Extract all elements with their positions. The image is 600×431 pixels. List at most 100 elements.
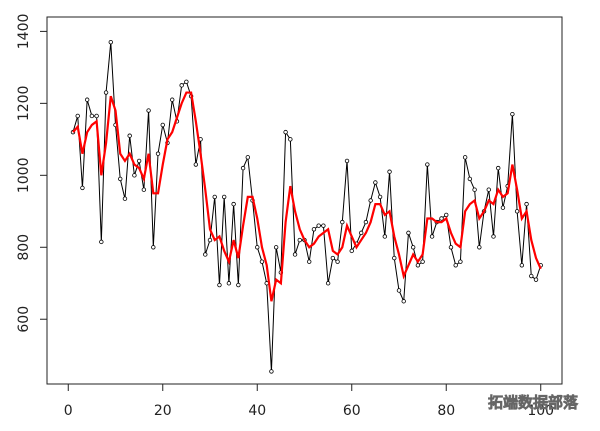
data-point	[255, 245, 260, 250]
data-point	[155, 151, 161, 156]
data-point	[340, 219, 345, 225]
y-tick-label: 1400	[16, 14, 32, 50]
data-point	[273, 245, 279, 250]
data-point	[514, 209, 520, 214]
data-point	[519, 263, 525, 268]
data-point	[259, 259, 265, 264]
data-point	[439, 216, 444, 221]
data-point	[217, 282, 222, 288]
series-line	[72, 42, 542, 372]
data-point	[297, 237, 302, 243]
data-point	[325, 281, 331, 286]
data-point	[335, 259, 340, 264]
data-point	[330, 255, 336, 261]
data-point	[151, 245, 156, 250]
data-point	[203, 252, 208, 257]
plot-frame	[46, 16, 563, 385]
data-point	[240, 165, 246, 171]
data-point	[392, 255, 397, 261]
x-tick-label: 100	[527, 403, 554, 419]
data-point	[118, 176, 123, 182]
data-point	[491, 234, 496, 239]
data-point	[307, 259, 312, 264]
data-point	[467, 176, 473, 182]
data-point	[269, 369, 274, 374]
x-tick-label: 80	[437, 403, 455, 419]
data-point	[103, 90, 109, 95]
data-point	[358, 230, 364, 236]
series-line	[72, 91, 542, 302]
data-point	[477, 245, 482, 250]
data-point	[132, 173, 137, 178]
data-point	[453, 263, 458, 268]
data-point	[406, 230, 411, 236]
data-point	[80, 185, 85, 191]
data-point	[458, 259, 463, 264]
data-point	[510, 111, 515, 117]
data-point	[94, 113, 99, 119]
data-point	[321, 223, 326, 228]
data-point	[377, 194, 383, 200]
data-point	[368, 198, 373, 203]
data-point	[231, 201, 236, 207]
data-point	[472, 187, 477, 192]
data-point	[193, 162, 199, 167]
data-point	[122, 196, 128, 201]
y-tick-label: 1200	[16, 86, 32, 122]
data-point	[524, 201, 529, 207]
data-point	[89, 113, 95, 119]
data-point	[141, 187, 147, 192]
data-point	[212, 194, 217, 200]
x-tick-label: 40	[248, 403, 266, 419]
data-point	[160, 122, 165, 128]
data-point	[84, 97, 90, 102]
y-tick-label: 800	[16, 234, 32, 261]
data-point	[349, 248, 354, 254]
x-tick-label: 0	[64, 403, 73, 419]
data-point	[207, 237, 213, 243]
data-point	[288, 137, 293, 142]
data-point	[170, 97, 175, 102]
data-point	[387, 169, 392, 174]
data-point	[462, 155, 468, 160]
data-point	[425, 162, 430, 167]
data-point	[396, 288, 402, 293]
data-point	[401, 299, 406, 304]
data-point	[529, 273, 534, 279]
x-tick-label: 60	[343, 403, 361, 419]
data-point	[500, 205, 506, 210]
data-point	[344, 158, 350, 164]
x-tick-label: 20	[154, 403, 172, 419]
data-point	[184, 79, 189, 84]
data-point	[127, 133, 132, 138]
data-point	[429, 234, 435, 239]
data-point	[533, 277, 539, 282]
data-point	[420, 259, 425, 264]
data-point	[136, 158, 142, 164]
data-point	[415, 263, 421, 268]
data-point	[486, 187, 491, 192]
data-point	[444, 212, 449, 218]
y-tick-label: 1000	[16, 157, 32, 193]
watermark: 拓端数据部落	[488, 394, 579, 412]
data-point	[311, 227, 317, 232]
data-point	[373, 180, 378, 185]
data-point	[236, 282, 241, 288]
data-point	[179, 83, 184, 88]
data-point	[448, 245, 454, 250]
y-tick-label: 600	[16, 306, 32, 333]
data-point	[382, 234, 388, 239]
data-point	[146, 108, 151, 113]
data-point	[410, 245, 416, 250]
data-point	[75, 113, 80, 119]
data-point	[108, 39, 113, 45]
data-point	[316, 223, 321, 228]
data-point	[283, 129, 288, 135]
data-point	[363, 219, 369, 225]
data-point	[245, 155, 251, 160]
data-point	[226, 281, 232, 286]
data-point	[496, 165, 501, 171]
data-point	[99, 239, 104, 245]
data-point	[292, 252, 298, 257]
